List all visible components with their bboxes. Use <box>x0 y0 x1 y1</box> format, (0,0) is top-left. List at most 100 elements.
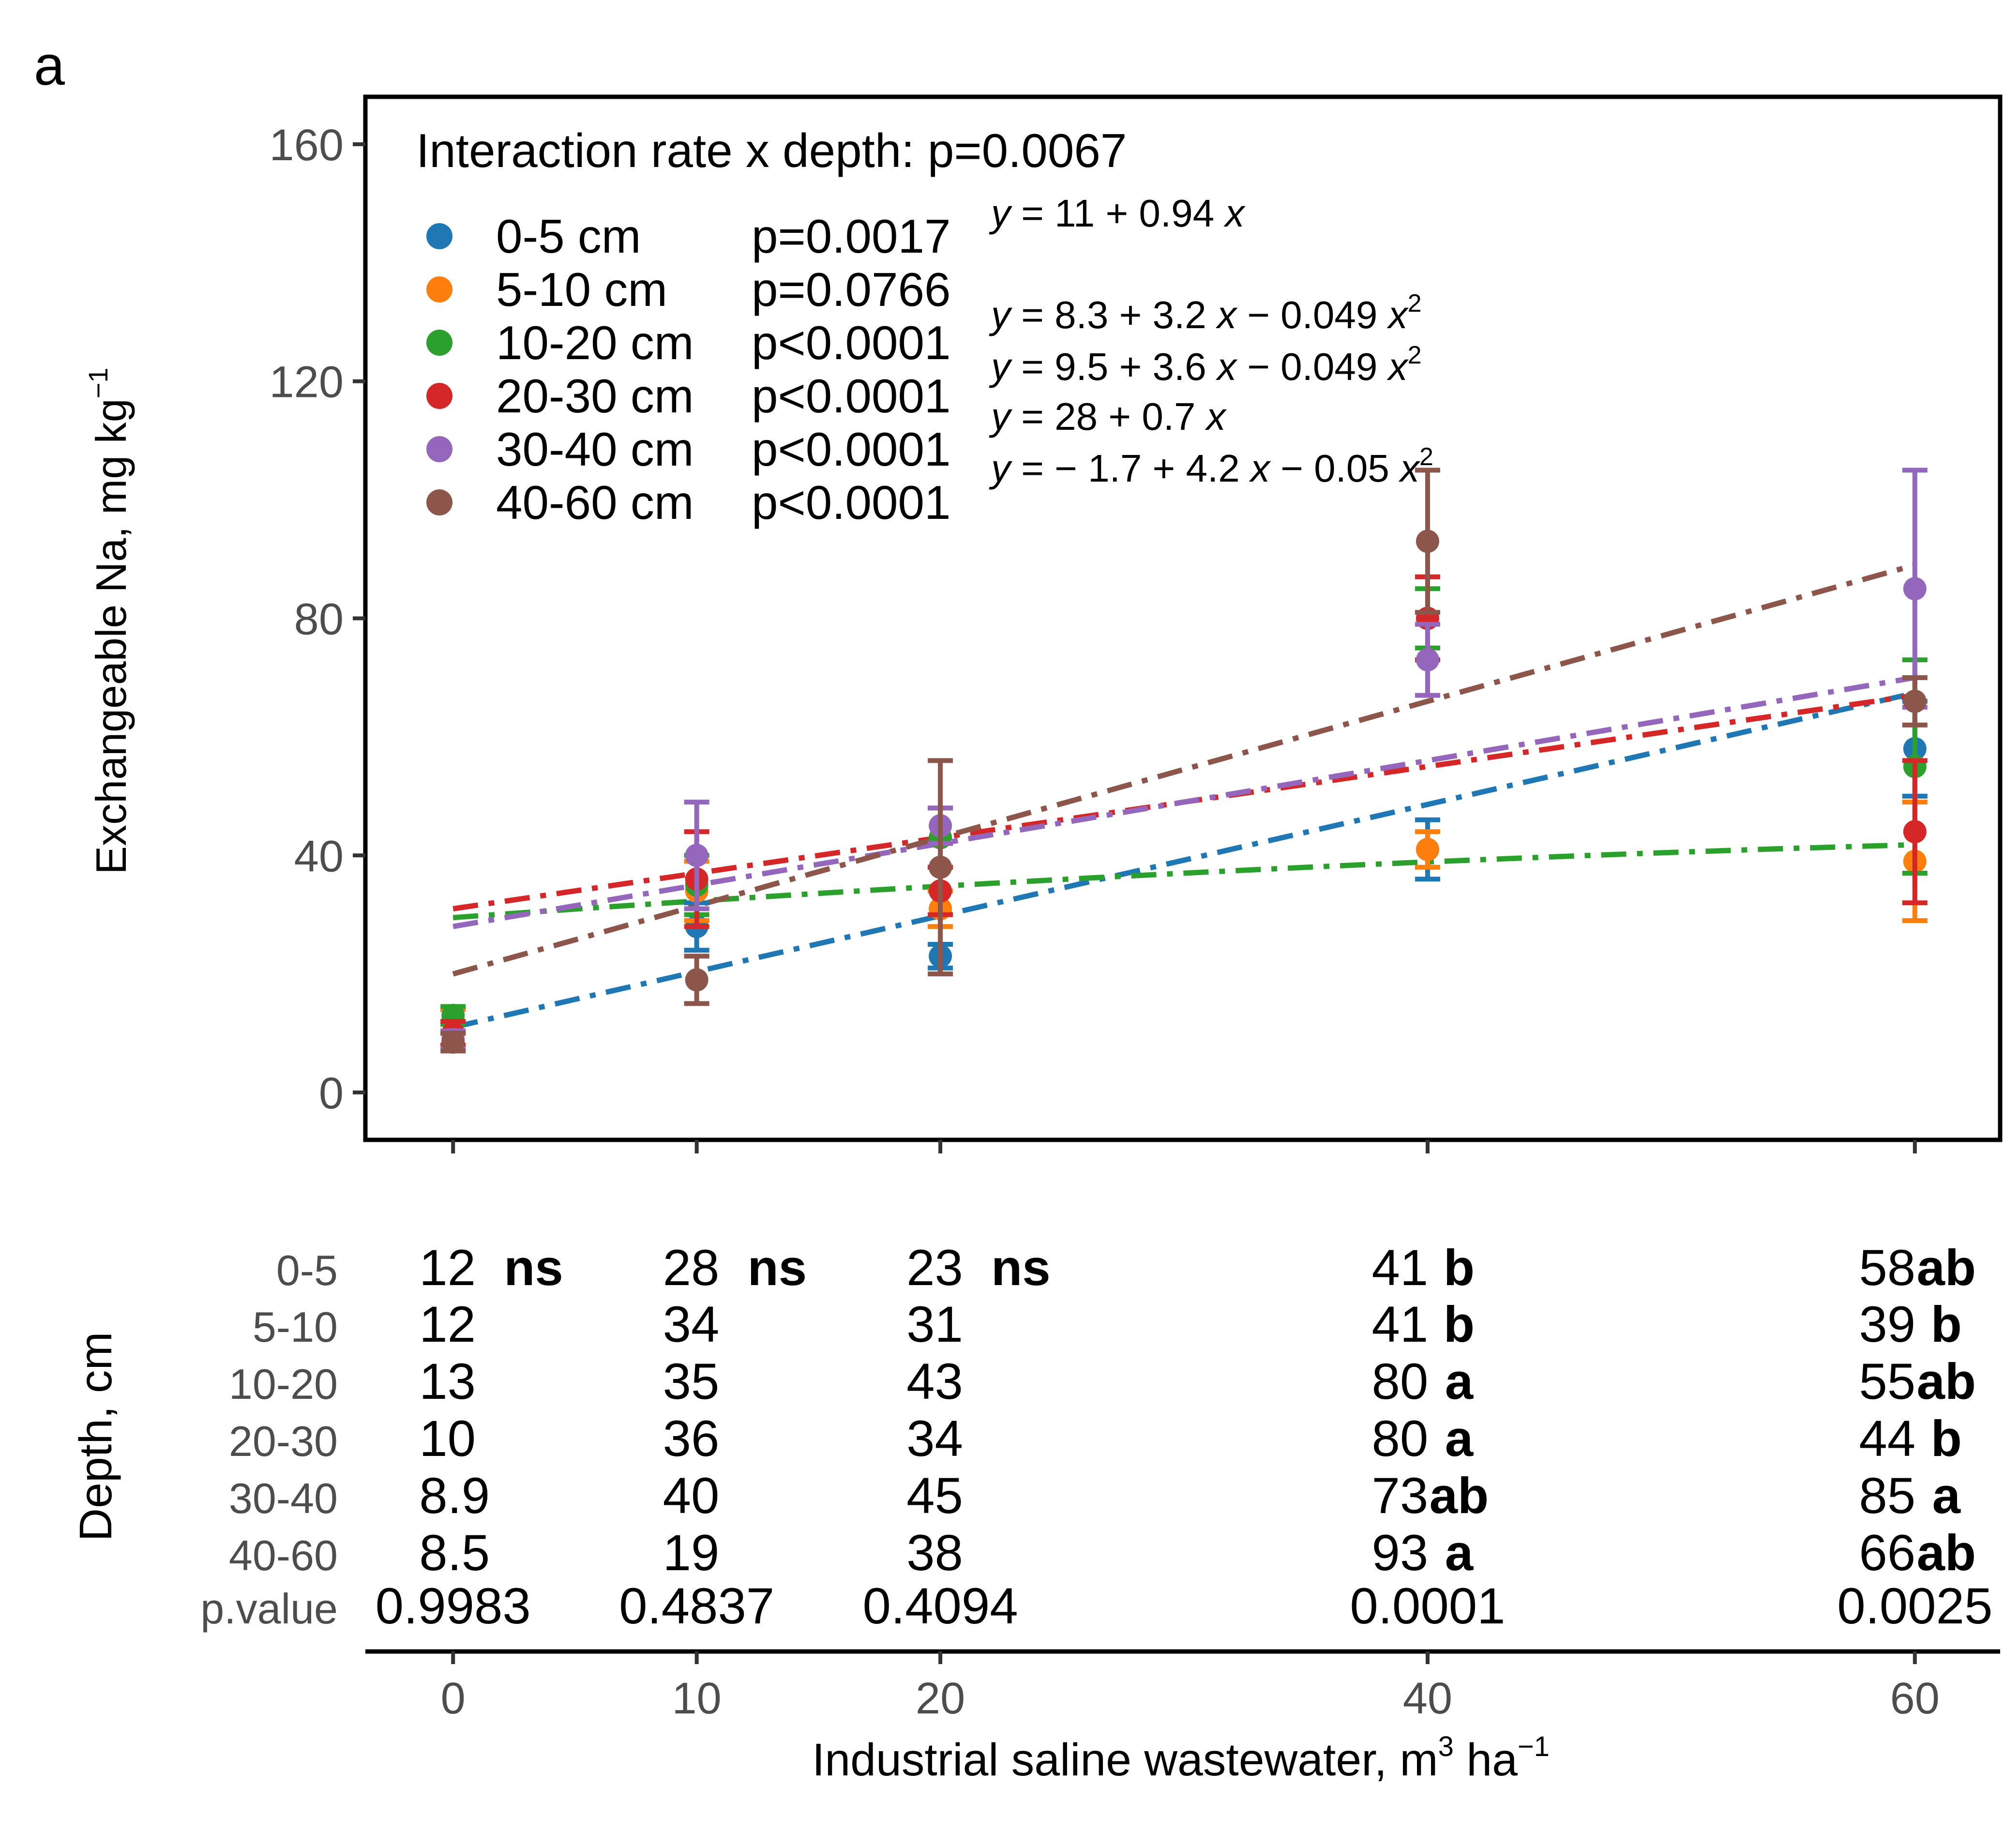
table-cell-value: 19 <box>663 1525 720 1581</box>
legend-label: 30-40 cm <box>496 423 694 476</box>
table-cell-value: 80 <box>1372 1410 1429 1467</box>
y-axis: 0 40 80 120 160 <box>270 121 365 1118</box>
y-tick-label: 120 <box>270 358 344 407</box>
legend-pvalue: p<0.0001 <box>752 423 950 476</box>
y-axis-title-sup: −1 <box>83 367 113 398</box>
table-cell-pvalue: 0.0025 <box>1837 1578 1992 1635</box>
table-cell-value: 58 <box>1859 1240 1915 1296</box>
table-cell-value: 23 <box>906 1240 963 1296</box>
table-cell-value: 85 <box>1859 1468 1915 1524</box>
data-point <box>441 1030 465 1054</box>
table-cell-pvalue: 0.0001 <box>1350 1578 1505 1635</box>
table-cell-value: 39 <box>1859 1296 1915 1353</box>
fit-line-10-20cm <box>452 842 1915 921</box>
table-cell-letter: b <box>1444 1240 1475 1296</box>
table-row-label: 0-5 <box>276 1246 338 1294</box>
x-tick-label: 10 <box>672 1674 721 1723</box>
equation-text: y = 11 + 0.94 x <box>989 192 1246 235</box>
legend-key <box>426 276 452 303</box>
table-cell-letter: ns <box>504 1240 563 1296</box>
table-row-label: 40-60 <box>229 1531 338 1579</box>
data-point <box>685 968 708 992</box>
table-cell-value: 40 <box>663 1468 720 1524</box>
x-axis-ticks-upper <box>451 1140 1917 1153</box>
table-cell-value: 35 <box>663 1353 720 1410</box>
table-row-label: 20-30 <box>229 1417 338 1465</box>
legend-label: 5-10 cm <box>496 263 667 316</box>
table-row-label: 10-20 <box>229 1360 338 1408</box>
table-cell-letter: a <box>1445 1525 1474 1581</box>
legend-key <box>426 330 452 356</box>
regression-equations: y = 11 + 0.94 x y = 8.3 + 3.2 x − 0.049 x… <box>989 192 1433 490</box>
legend-key <box>426 436 452 462</box>
table-cell-letter: ab <box>1917 1525 1976 1581</box>
equation-text: y = 8.3 + 3.2 x − 0.049 x2 <box>989 289 1422 336</box>
y-tick-label: 160 <box>270 121 344 170</box>
legend-key <box>426 489 452 515</box>
legend-pvalue: p=0.0017 <box>752 210 950 263</box>
table-axis-title: Depth, cm <box>70 1332 121 1542</box>
x-axis-title-unit: ha <box>1454 1734 1518 1786</box>
data-points <box>440 468 1928 1054</box>
table-cell-letter: a <box>1932 1468 1961 1524</box>
data-point <box>1416 648 1439 672</box>
table-cell-value: 38 <box>906 1525 963 1581</box>
y-tick-label: 80 <box>294 595 344 644</box>
table-cell-value: 28 <box>663 1240 720 1296</box>
table-cell-pvalue: 0.9983 <box>376 1578 531 1635</box>
table-cell-value: 93 <box>1372 1525 1429 1581</box>
table-cell-value: 36 <box>663 1410 720 1467</box>
data-point <box>1903 689 1927 713</box>
data-point <box>685 844 708 867</box>
depth-table: 0-5 5-10 10-20 20-30 30-40 40-60 p.value 12 ns 12… <box>200 1240 1992 1635</box>
legend-pvalue: p<0.0001 <box>752 369 950 423</box>
x-tick-label: 40 <box>1403 1674 1452 1723</box>
table-cell-letter: ns <box>748 1240 807 1296</box>
legend-label: 0-5 cm <box>496 210 641 263</box>
legend-pvalue: p<0.0001 <box>752 316 950 369</box>
legend-key <box>426 223 452 249</box>
table-cell-value: 12 <box>419 1240 476 1296</box>
equation-text: y = 28 + 0.7 x <box>989 395 1227 438</box>
x-axis-title: Industrial saline wastewater, m3 ha−1 <box>812 1731 1550 1786</box>
y-tick-label: 0 <box>319 1069 344 1118</box>
x-tick-label: 20 <box>916 1674 965 1723</box>
table-cell-value: 43 <box>906 1353 963 1410</box>
table-cell-value: 8.9 <box>419 1468 490 1524</box>
data-point <box>1416 530 1439 553</box>
legend-label: 20-30 cm <box>496 369 694 423</box>
legend-label: 10-20 cm <box>496 316 694 369</box>
table-row-label: 30-40 <box>229 1474 338 1522</box>
data-point <box>929 855 952 879</box>
table-cell-letter: ab <box>1917 1353 1976 1410</box>
table-cell-value: 12 <box>419 1296 476 1353</box>
equation-text: y = − 1.7 + 4.2 x − 0.05 x2 <box>989 443 1433 490</box>
table-cell-value: 34 <box>663 1296 720 1353</box>
fit-line-40-60cm <box>452 562 1916 977</box>
table-cell-value: 45 <box>906 1468 963 1524</box>
y-axis-title: Exchangeable Na, mg kg−1 <box>83 367 135 874</box>
table-cell-value: 13 <box>419 1353 476 1410</box>
table-cell-value: 44 <box>1859 1410 1915 1467</box>
panel-label: a <box>34 35 65 97</box>
x-axis-title-sup: 3 <box>1438 1731 1454 1762</box>
legend-key <box>426 383 452 409</box>
legend-pvalue: p<0.0001 <box>752 476 950 529</box>
table-cell-letter: b <box>1931 1296 1962 1353</box>
x-axis-title-unit-sup: −1 <box>1518 1731 1550 1762</box>
data-point <box>1903 820 1927 844</box>
table-cell-letter: a <box>1445 1410 1474 1467</box>
x-axis-title-text: Industrial saline wastewater, m <box>812 1734 1438 1786</box>
x-tick-label: 0 <box>441 1674 466 1723</box>
table-cell-letter: ns <box>991 1240 1051 1296</box>
table-row-label: p.value <box>200 1585 338 1633</box>
table-cell-value: 10 <box>419 1410 476 1467</box>
x-axis: 0 10 20 40 60 <box>441 1651 1940 1723</box>
table-cell-letter: a <box>1445 1353 1474 1410</box>
legend-pvalue: p=0.0766 <box>752 263 950 316</box>
table-cell-letter: b <box>1444 1296 1475 1353</box>
table-cell-value: 41 <box>1372 1240 1429 1296</box>
table-cell-value: 73 <box>1372 1468 1429 1524</box>
table-cell-letter: ab <box>1917 1240 1976 1296</box>
